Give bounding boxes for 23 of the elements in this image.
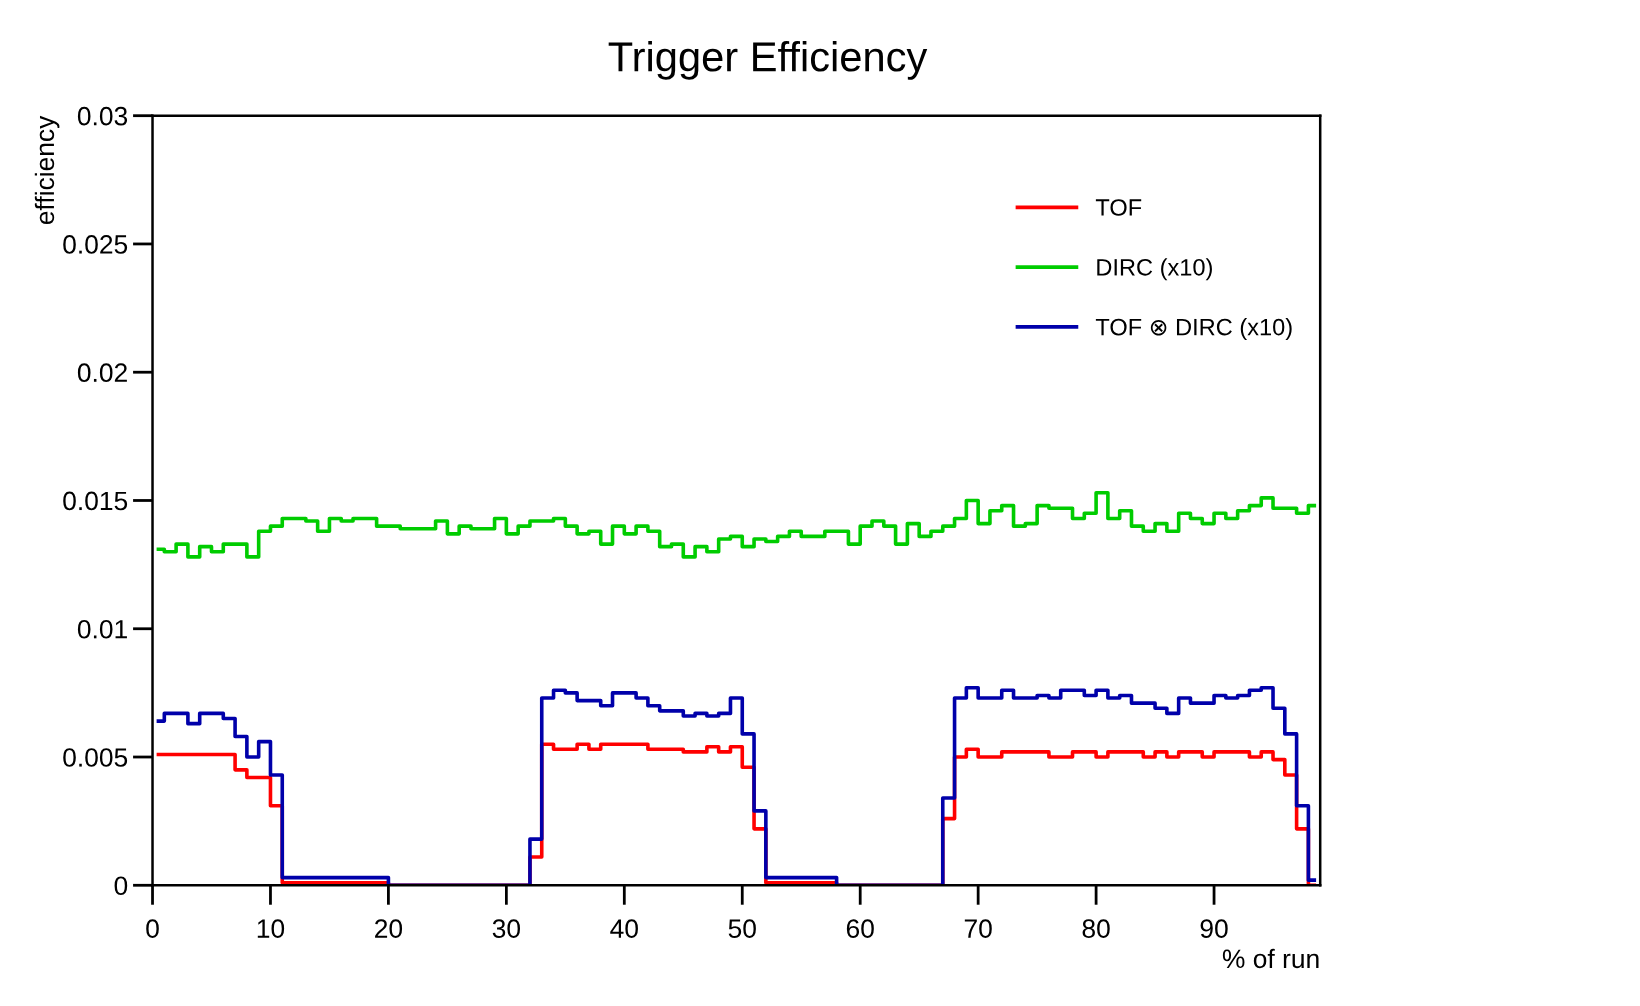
x-tick-label: 40 — [610, 919, 638, 938]
chart-title: Trigger Efficiency — [608, 40, 928, 80]
x-tick-label: 10 — [257, 919, 285, 938]
y-tick-label: 0 — [114, 876, 128, 896]
x-tick-label: 70 — [964, 919, 992, 938]
y-axis-title: efficiency — [34, 115, 60, 225]
x-tick-label: 80 — [1082, 919, 1110, 938]
y-tick-label: 0.03 — [77, 106, 128, 126]
y-tick-label: 0.005 — [63, 748, 128, 767]
x-tick-label: 60 — [846, 919, 874, 938]
x-tick-label: 20 — [375, 919, 403, 938]
y-tick-label: 0.01 — [77, 619, 127, 639]
x-tick-label: 30 — [492, 919, 521, 938]
y-tick-label: 0.015 — [63, 491, 128, 511]
x-tick-label: 90 — [1200, 919, 1228, 938]
x-tick-label: 50 — [728, 919, 756, 938]
legend-label: DIRC (x10) — [1097, 258, 1212, 281]
y-tick-label: 0.025 — [63, 235, 128, 254]
x-tick-label: 0 — [146, 919, 159, 938]
x-axis-title: % of run — [1222, 948, 1319, 969]
y-tick-label: 0.02 — [77, 363, 127, 383]
legend-label: TOF ⊗ DIRC (x10) — [1095, 318, 1292, 341]
legend-label: TOF — [1095, 199, 1142, 216]
